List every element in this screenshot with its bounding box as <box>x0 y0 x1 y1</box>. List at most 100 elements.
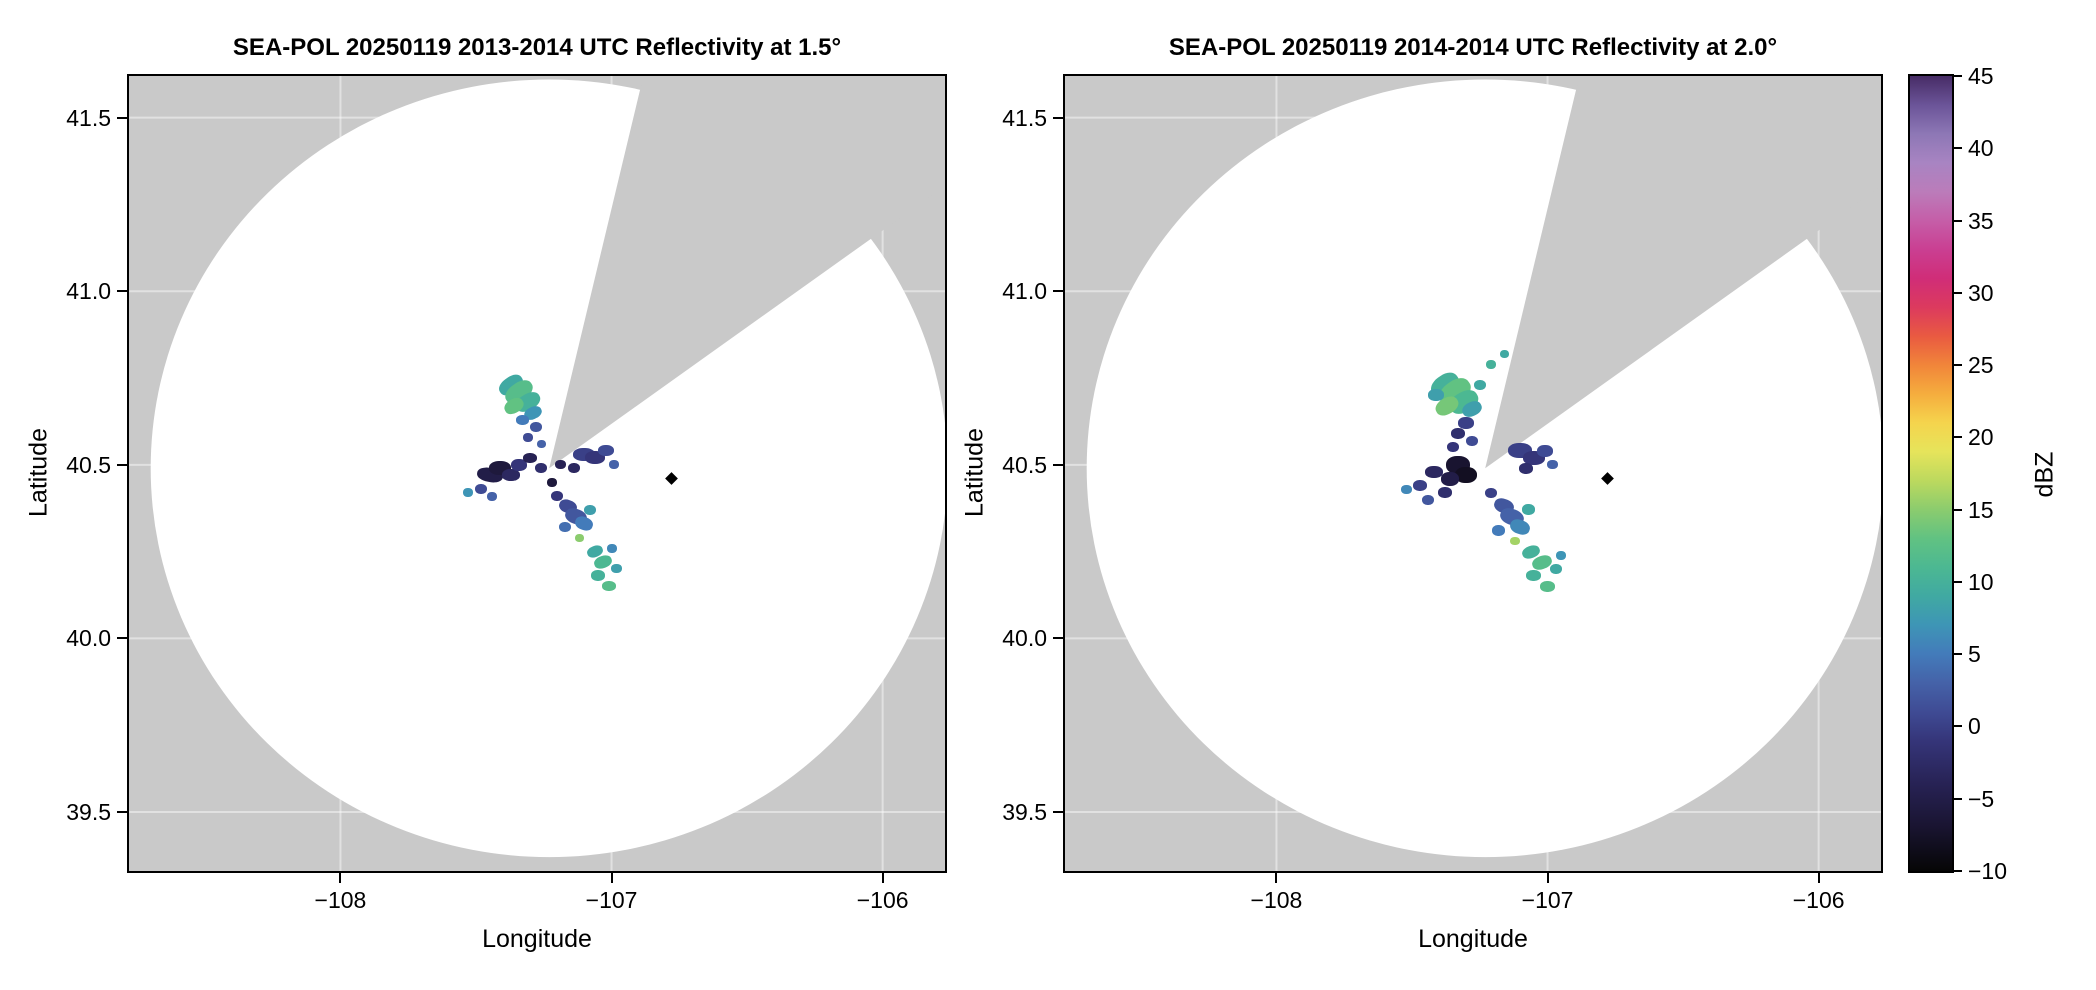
echo-patch <box>590 570 605 582</box>
radar-scan-area <box>1065 76 1881 871</box>
x-tick-label: −106 <box>856 887 909 913</box>
colorbar-tick-label: −5 <box>1968 785 1995 812</box>
echo-patch <box>1485 359 1496 369</box>
y-tick-mark <box>117 463 127 466</box>
radar-plot-left <box>127 74 947 873</box>
echo-patch <box>601 581 616 592</box>
colorbar-tick-label: 45 <box>1968 63 1994 89</box>
colorbar-tick-mark <box>1954 147 1962 150</box>
colorbar-tick-label: 10 <box>1968 568 1994 595</box>
echo-patch <box>1492 525 1506 537</box>
y-tick-mark <box>117 637 127 640</box>
colorbar-tick-mark <box>1954 725 1962 728</box>
echo-patch <box>567 463 580 474</box>
x-tick-label: −108 <box>314 887 367 913</box>
y-tick-label: 40.0 <box>1002 625 1047 652</box>
echo-patch <box>1540 580 1556 592</box>
colorbar-tick-label: 15 <box>1968 496 1994 523</box>
colorbar-tick-mark <box>1954 219 1962 222</box>
echo-patch <box>1424 465 1443 478</box>
panel-title-right: SEA-POL 20250119 2014-2014 UTC Reflectiv… <box>1168 34 1778 61</box>
echo-patch <box>502 469 521 482</box>
echo-patch <box>487 491 498 501</box>
echo-patch <box>1413 480 1428 492</box>
echo-patch <box>1458 417 1475 430</box>
echo-patch <box>574 533 584 542</box>
echo-patch <box>511 458 528 471</box>
y-tick-label: 40.5 <box>66 451 111 478</box>
x-tick-mark <box>610 873 613 883</box>
echo-patch <box>522 432 533 442</box>
y-tick-label: 39.5 <box>1002 798 1047 825</box>
x-tick-mark <box>1817 873 1820 883</box>
y-tick-mark <box>117 116 127 119</box>
colorbar-tick-mark <box>1954 580 1962 583</box>
blocked-sector-wedge <box>1485 76 1881 469</box>
echo-patch <box>1428 389 1445 402</box>
echo-patch <box>1547 460 1559 470</box>
echo-patch <box>1451 428 1466 440</box>
echo-patch <box>606 543 617 553</box>
colorbar <box>1908 74 1954 873</box>
x-tick-label: −108 <box>1250 887 1303 913</box>
x-tick-mark <box>339 873 342 883</box>
echo-patch <box>1522 504 1536 516</box>
colorbar-tick-mark <box>1954 653 1962 656</box>
echo-patch <box>583 504 596 515</box>
echo-patch <box>554 460 566 470</box>
colorbar-tick-label: −10 <box>1968 858 2008 884</box>
y-tick-mark <box>1053 290 1063 293</box>
echo-patch <box>462 488 473 498</box>
echo-patch <box>536 439 546 448</box>
x-tick-mark <box>1275 873 1278 883</box>
x-tick-mark <box>1546 873 1549 883</box>
colorbar-tick-label: 5 <box>1968 641 1981 668</box>
y-tick-mark <box>117 810 127 813</box>
y-tick-label: 41.0 <box>66 278 111 305</box>
y-tick-mark <box>1053 810 1063 813</box>
echo-patch <box>551 491 564 502</box>
y-tick-label: 39.5 <box>66 798 111 825</box>
echo-patch <box>1465 435 1478 446</box>
y-tick-label: 40.5 <box>1002 451 1047 478</box>
y-tick-mark <box>117 290 127 293</box>
colorbar-tick-mark <box>1954 797 1962 800</box>
echo-patch <box>475 484 488 495</box>
echo-patch <box>529 421 542 432</box>
x-tick-mark <box>881 873 884 883</box>
y-tick-mark <box>1053 637 1063 640</box>
echo-patch <box>598 445 615 457</box>
echo-patch <box>609 460 620 470</box>
x-axis-label-left: Longitude <box>482 925 592 953</box>
echo-patch <box>523 452 538 463</box>
x-axis-label-right: Longitude <box>1418 925 1528 953</box>
echo-patch <box>535 463 548 474</box>
x-tick-label: −107 <box>585 887 638 913</box>
panel-title-left: SEA-POL 20250119 2013-2014 UTC Reflectiv… <box>232 34 842 61</box>
echo-patch <box>1556 550 1567 560</box>
colorbar-tick-mark <box>1954 508 1962 511</box>
colorbar-tick-mark <box>1954 364 1962 367</box>
x-tick-label: −106 <box>1792 887 1845 913</box>
y-tick-mark <box>1053 463 1063 466</box>
echo-patch <box>1549 563 1562 574</box>
echo-patch <box>1437 487 1452 499</box>
y-tick-label: 41.5 <box>1002 104 1047 131</box>
colorbar-tick-label: 20 <box>1968 424 1994 451</box>
y-tick-label: 41.5 <box>66 104 111 131</box>
colorbar-tick-mark <box>1954 291 1962 294</box>
echo-patch <box>1401 484 1413 494</box>
colorbar-tick-label: 0 <box>1968 713 1981 740</box>
echo-patch <box>559 522 572 533</box>
colorbar-tick-label: 25 <box>1968 352 1994 379</box>
echo-patch <box>611 564 623 574</box>
x-tick-label: −107 <box>1521 887 1574 913</box>
colorbar-tick-mark <box>1954 870 1962 872</box>
echo-patch <box>546 477 557 487</box>
echo-patch <box>1536 444 1553 457</box>
echo-patch <box>1484 487 1497 498</box>
colorbar-tick-mark <box>1954 436 1962 439</box>
echo-patch <box>1422 494 1435 505</box>
echo-patch <box>1499 349 1509 358</box>
